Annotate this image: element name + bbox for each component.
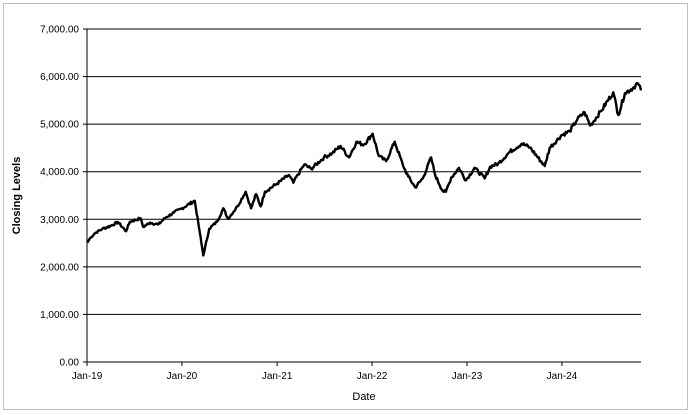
gridlines — [87, 28, 641, 315]
series-line — [86, 82, 643, 257]
y-tick-label: 4,000.00 — [40, 167, 79, 178]
x-axis-title: Date — [352, 391, 375, 403]
y-tick-label: 0.00 — [60, 358, 80, 369]
y-axis-title: Closing Levels — [11, 157, 23, 235]
x-tick-label: Jan-23 — [452, 371, 483, 382]
y-axis-ticks: 0.00 1,000.00 2,000.00 3,000.00 4,000.00 5,00… — [40, 25, 87, 369]
y-tick-label: 6,000.00 — [40, 72, 79, 83]
x-tick-label: Jan-22 — [357, 371, 388, 382]
line-chart: 0.00 1,000.00 2,000.00 3,000.00 4,000.00 5,00… — [11, 25, 643, 403]
chart-frame: 0.00 1,000.00 2,000.00 3,000.00 4,000.00 5,00… — [3, 3, 688, 410]
y-tick-label: 5,000.00 — [40, 120, 79, 131]
y-tick-label: 7,000.00 — [40, 25, 79, 36]
y-tick-label: 3,000.00 — [40, 215, 79, 226]
x-tick-label: Jan-20 — [167, 371, 198, 382]
x-tick-label: Jan-24 — [547, 371, 578, 382]
y-tick-label: 2,000.00 — [40, 262, 79, 273]
y-tick-label: 1,000.00 — [40, 310, 79, 321]
x-tick-label: Jan-21 — [262, 371, 293, 382]
x-axis-ticks: Jan-19 Jan-20 Jan-21 Jan-22 Jan-23 Jan-24 — [72, 362, 578, 382]
x-tick-label: Jan-19 — [72, 371, 103, 382]
